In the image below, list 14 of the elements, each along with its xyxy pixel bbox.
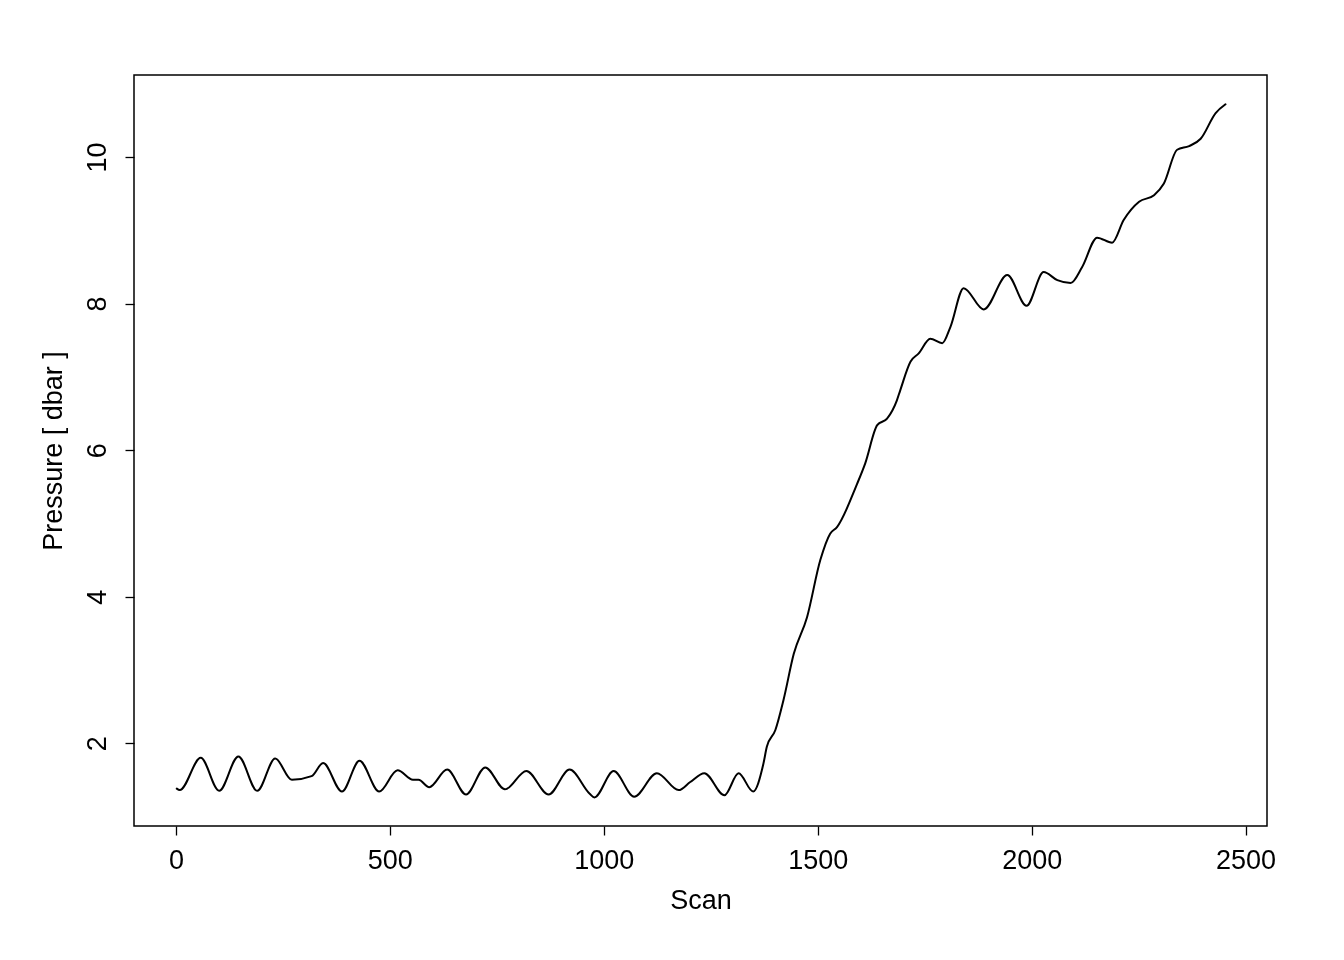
x-tick-label: 1000 (574, 844, 635, 875)
x-tick-label: 2500 (1216, 844, 1277, 875)
x-axis-title: Scan (670, 884, 732, 915)
x-tick-label: 2000 (1002, 844, 1063, 875)
y-tick-label: 8 (81, 296, 112, 312)
x-tick-label: 1500 (788, 844, 849, 875)
y-axis-title: Pressure [ dbar ] (37, 351, 68, 551)
y-tick-label: 2 (81, 736, 112, 752)
y-tick-label: 6 (81, 443, 112, 459)
y-tick-label: 4 (81, 589, 112, 605)
x-tick-label: 0 (168, 844, 184, 875)
x-tick-label: 500 (367, 844, 413, 875)
y-tick-label: 10 (81, 142, 112, 173)
line-series (175, 103, 1227, 799)
